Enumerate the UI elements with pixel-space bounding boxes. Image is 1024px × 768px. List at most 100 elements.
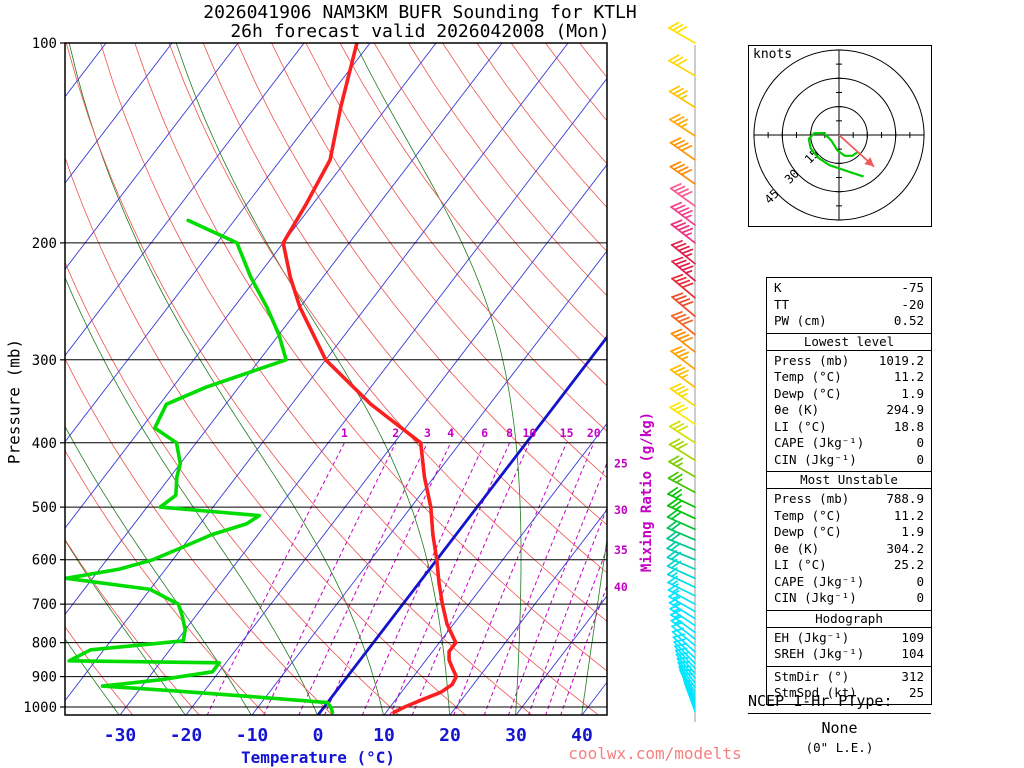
wind-barb: [671, 621, 696, 647]
stats-label: CAPE (Jkg⁻¹): [774, 435, 865, 450]
wind-barb-feather: [676, 142, 689, 149]
wind-barb-feather: [666, 531, 677, 540]
wind-barb-feather: [669, 161, 682, 168]
stats-label: Dewp (°C): [774, 385, 842, 401]
mixing-ratio-label: 35: [614, 543, 628, 557]
wind-barb-feather: [671, 627, 685, 633]
wind-barb-feather: [669, 364, 682, 371]
stats-label: StmSpd (kt): [774, 685, 857, 700]
stats-section: Most Unstable Press (mb) 788.9 Temp (°C) 11.…: [767, 471, 931, 607]
stats-value: 0: [916, 435, 924, 450]
pressure-tick-label: 500: [32, 500, 57, 516]
wind-barb-feather: [666, 567, 678, 576]
pressure-tick-label: 1000: [23, 700, 57, 716]
wind-barb-feather: [678, 279, 691, 286]
wind-barb-half-feather: [672, 594, 679, 600]
wind-barb-feather: [681, 301, 694, 307]
stats-value: 109: [901, 629, 924, 645]
stats-row: CAPE (Jkg⁻¹) 0: [767, 435, 931, 452]
stats-row: Dewp (°C) 1.9: [767, 524, 931, 541]
wind-barb-half-feather: [683, 679, 692, 682]
pressure-axis-label: Pressure (mb): [4, 338, 24, 465]
wind-barb-feather: [666, 509, 678, 518]
stats-row: Temp (°C) 11.2: [767, 369, 931, 386]
mixing-ratio-label: 25: [614, 457, 628, 471]
wind-barb: [666, 498, 696, 520]
wind-barb-feather: [670, 311, 683, 317]
stats-value: 1.9: [901, 385, 924, 401]
stats-row: SREH (Jkg⁻¹) 104: [767, 646, 931, 663]
wind-barb-half-feather: [684, 683, 693, 686]
temperature-tick-label: 10: [373, 725, 395, 746]
hodograph-trace: [807, 132, 864, 178]
dry-adiabat-line: [65, 43, 533, 715]
pressure-tick-label: 900: [32, 670, 57, 686]
wind-barb: [666, 531, 696, 551]
wind-barb-feather: [677, 316, 690, 323]
wind-barb: [669, 401, 696, 426]
wind-barb-feather: [676, 166, 689, 173]
wind-barb-feather: [677, 334, 690, 340]
wind-barb-half-feather: [680, 393, 688, 398]
temperature-tick-label: 20: [439, 725, 461, 746]
wind-barb-feather: [680, 209, 693, 216]
mixing-ratio-line: [411, 442, 530, 715]
chart-title-line1: 2026041906 NAM3KM BUFR Sounding for KTLH: [203, 2, 637, 23]
stats-row: Press (mb) 788.9: [767, 491, 931, 508]
isotherm-line: [119, 77, 607, 715]
wind-barb: [667, 575, 696, 597]
wind-barb-feather: [678, 262, 691, 269]
wind-barb-feather: [673, 204, 686, 211]
temperature-tick-label: 40: [571, 725, 593, 746]
wind-barb-feather: [677, 207, 690, 214]
isotherm-line: [449, 509, 607, 715]
wind-barb-feather: [680, 190, 693, 198]
temperature-curve: [281, 43, 459, 715]
stats-value: 18.8: [893, 418, 924, 434]
dry-adiabat-line: [271, 43, 607, 479]
stats-label: EH (Jkg⁻¹): [774, 629, 850, 645]
stats-label: CIN (Jkg⁻¹): [774, 590, 857, 605]
stats-value: 104: [901, 646, 924, 661]
moist-adiabat-line: [65, 425, 252, 715]
wind-barb-feather: [672, 423, 685, 430]
ptype-block: NCEP 1-Hr PType: None (0" L.E.): [748, 692, 931, 755]
temperature-tick-label: -30: [104, 725, 137, 746]
wind-barb-feather: [669, 401, 681, 409]
stats-label: θe (K): [774, 402, 820, 417]
mixing-ratio-line: [527, 506, 607, 715]
plot-border: [64, 42, 608, 716]
wind-barb: [669, 183, 696, 207]
wind-barb-feather: [670, 532, 681, 542]
stats-row: Dewp (°C) 1.9: [767, 386, 931, 403]
dry-adiabat-line: [305, 43, 607, 432]
wind-barb-feather: [670, 511, 682, 520]
stats-row: θe (K) 304.2: [767, 541, 931, 558]
dry-adiabat-line: [100, 43, 600, 715]
wind-barb-feather: [672, 457, 684, 465]
pressure-tick-label: 100: [32, 36, 57, 52]
stats-value: 294.9: [886, 402, 924, 417]
stats-row: StmDir (°) 312: [767, 669, 931, 686]
wind-barb-feather: [681, 248, 694, 255]
isotherm-line: [65, 43, 239, 270]
wind-barb: [670, 311, 696, 336]
wind-barb-feather: [671, 292, 684, 298]
mixing-ratio-line: [389, 442, 511, 715]
mixing-ratio-label: 10: [523, 426, 537, 440]
wind-barb-half-feather: [680, 94, 688, 100]
wind-barb-feather: [677, 188, 689, 195]
temperature-tick-label: -20: [170, 725, 203, 746]
wind-barb: [670, 615, 696, 640]
wind-barb-feather: [667, 583, 679, 591]
wind-barb-feather: [666, 498, 678, 507]
wind-barb-feather: [666, 558, 678, 567]
wind-barb-feather: [681, 336, 694, 343]
wind-barb: [670, 346, 696, 371]
wind-barb-feather: [673, 139, 685, 147]
wind-barb-feather: [674, 242, 687, 249]
wind-barb: [667, 583, 696, 605]
isotherm-line: [185, 163, 607, 715]
wind-barb-feather: [671, 256, 684, 263]
wind-barb-half-feather: [675, 505, 682, 511]
